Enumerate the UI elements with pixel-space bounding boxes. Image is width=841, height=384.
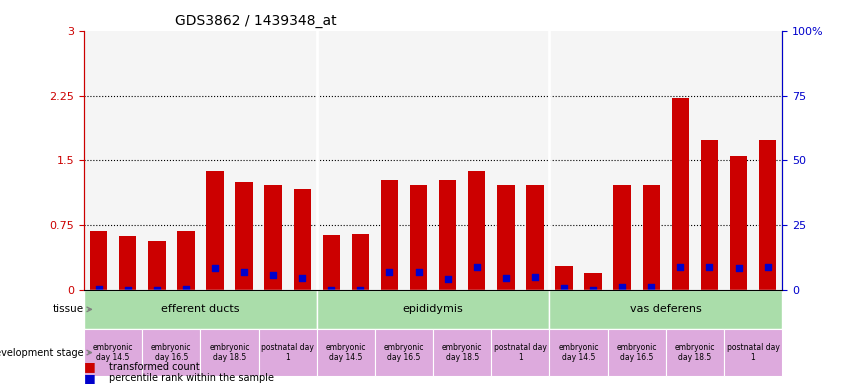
FancyBboxPatch shape bbox=[491, 329, 549, 376]
Point bbox=[92, 286, 105, 292]
Text: postnatal day
1: postnatal day 1 bbox=[494, 343, 547, 362]
Bar bbox=[264, 184, 282, 290]
Point bbox=[325, 286, 338, 293]
Point bbox=[761, 264, 775, 270]
Point bbox=[528, 275, 542, 281]
FancyBboxPatch shape bbox=[549, 290, 782, 329]
FancyBboxPatch shape bbox=[724, 329, 782, 376]
Text: embryonic
day 14.5: embryonic day 14.5 bbox=[93, 343, 134, 362]
Bar bbox=[90, 231, 108, 290]
Bar bbox=[613, 184, 631, 290]
FancyBboxPatch shape bbox=[200, 329, 259, 376]
FancyBboxPatch shape bbox=[259, 329, 317, 376]
Point bbox=[703, 264, 717, 270]
Bar bbox=[701, 141, 718, 290]
FancyBboxPatch shape bbox=[549, 329, 607, 376]
Point bbox=[267, 272, 280, 278]
Text: embryonic
day 16.5: embryonic day 16.5 bbox=[383, 343, 424, 362]
Point bbox=[499, 275, 512, 281]
Text: postnatal day
1: postnatal day 1 bbox=[262, 343, 315, 362]
Text: vas deferens: vas deferens bbox=[630, 305, 701, 314]
Point bbox=[558, 285, 571, 291]
Bar bbox=[177, 231, 194, 290]
Bar bbox=[584, 273, 602, 290]
FancyBboxPatch shape bbox=[84, 290, 317, 329]
Point bbox=[616, 284, 629, 290]
Point bbox=[354, 286, 368, 293]
Bar bbox=[119, 236, 136, 290]
Text: embryonic
day 14.5: embryonic day 14.5 bbox=[558, 343, 599, 362]
Text: transformed count: transformed count bbox=[109, 362, 200, 372]
FancyBboxPatch shape bbox=[317, 290, 549, 329]
Text: embryonic
day 16.5: embryonic day 16.5 bbox=[616, 343, 657, 362]
FancyBboxPatch shape bbox=[142, 329, 200, 376]
Text: postnatal day
1: postnatal day 1 bbox=[727, 343, 780, 362]
Point bbox=[150, 286, 163, 293]
Text: embryonic
day 18.5: embryonic day 18.5 bbox=[209, 343, 250, 362]
Bar bbox=[497, 184, 515, 290]
Bar bbox=[526, 184, 543, 290]
Bar bbox=[206, 170, 224, 290]
Point bbox=[470, 264, 484, 270]
FancyBboxPatch shape bbox=[375, 329, 433, 376]
Point bbox=[732, 265, 745, 271]
Bar bbox=[672, 98, 689, 290]
Bar bbox=[439, 180, 457, 290]
Text: efferent ducts: efferent ducts bbox=[161, 305, 240, 314]
Point bbox=[237, 269, 251, 275]
FancyBboxPatch shape bbox=[433, 329, 491, 376]
Bar bbox=[643, 184, 660, 290]
Point bbox=[586, 286, 600, 293]
Point bbox=[412, 269, 426, 275]
Point bbox=[674, 264, 687, 270]
Text: embryonic
day 18.5: embryonic day 18.5 bbox=[442, 343, 483, 362]
Bar bbox=[381, 180, 398, 290]
FancyBboxPatch shape bbox=[317, 329, 375, 376]
Bar bbox=[555, 266, 573, 290]
Text: ■: ■ bbox=[84, 372, 96, 384]
FancyBboxPatch shape bbox=[666, 329, 724, 376]
FancyArrowPatch shape bbox=[87, 307, 92, 311]
Text: tissue: tissue bbox=[53, 305, 84, 314]
Bar bbox=[730, 156, 747, 290]
Point bbox=[295, 275, 309, 281]
Point bbox=[209, 265, 222, 271]
Text: embryonic
day 16.5: embryonic day 16.5 bbox=[151, 343, 192, 362]
Bar bbox=[468, 170, 485, 290]
Text: percentile rank within the sample: percentile rank within the sample bbox=[109, 373, 274, 383]
Bar bbox=[148, 241, 166, 290]
Text: ■: ■ bbox=[84, 360, 96, 373]
Text: development stage: development stage bbox=[0, 348, 84, 358]
Bar bbox=[323, 235, 340, 290]
Point bbox=[644, 284, 658, 290]
Text: epididymis: epididymis bbox=[403, 305, 463, 314]
Text: GDS3862 / 1439348_at: GDS3862 / 1439348_at bbox=[175, 14, 336, 28]
FancyBboxPatch shape bbox=[84, 329, 142, 376]
FancyBboxPatch shape bbox=[607, 329, 666, 376]
Point bbox=[441, 276, 454, 282]
Point bbox=[179, 286, 193, 292]
Text: embryonic
day 18.5: embryonic day 18.5 bbox=[674, 343, 715, 362]
Bar bbox=[410, 184, 427, 290]
Point bbox=[121, 286, 135, 293]
Point bbox=[383, 269, 396, 275]
Bar bbox=[294, 189, 311, 290]
Text: embryonic
day 14.5: embryonic day 14.5 bbox=[325, 343, 366, 362]
FancyArrowPatch shape bbox=[87, 350, 92, 355]
Bar bbox=[759, 141, 776, 290]
Bar bbox=[352, 234, 369, 290]
Bar bbox=[235, 182, 253, 290]
